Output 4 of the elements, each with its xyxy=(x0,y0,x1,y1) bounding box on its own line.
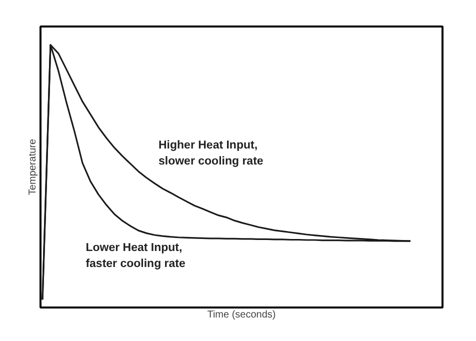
x-axis-title: Time (seconds) xyxy=(207,310,276,320)
annotation: Lower Heat Input, faster cooling rate xyxy=(86,242,186,270)
y-axis-title: Temperature xyxy=(28,138,38,196)
annotation: Higher Heat Input, slower cooling rate xyxy=(158,139,264,168)
